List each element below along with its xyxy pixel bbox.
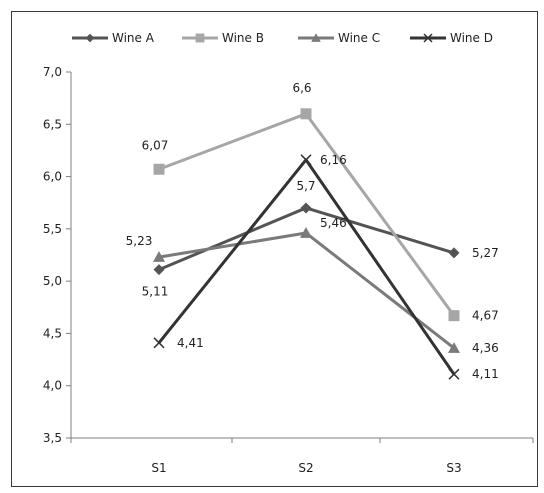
marker-triangle: [448, 342, 460, 353]
marker-x-stroke: [423, 33, 433, 43]
legend-label: Wine C: [338, 31, 380, 45]
data-label: 6,07: [142, 138, 169, 152]
marker-x-stroke: [300, 154, 312, 166]
y-tick-label: 6,5: [43, 117, 62, 131]
legend-label: Wine A: [112, 31, 155, 45]
series-wine-c: 5,23 5,46 4,36: [126, 216, 499, 355]
legend-label: Wine D: [450, 31, 493, 45]
marker-x: [300, 154, 312, 166]
legend-item: Wine C: [298, 31, 380, 45]
marker-triangle: [300, 227, 312, 238]
legend-label: Wine B: [222, 31, 264, 45]
marker-square: [300, 108, 312, 120]
data-label: 5,46: [320, 216, 347, 230]
series-line: [158, 206, 455, 272]
marker-diamond: [85, 33, 95, 43]
data-label: 4,67: [472, 309, 499, 323]
data-label: 5,23: [126, 234, 153, 248]
y-tick-label: 7,0: [43, 65, 62, 79]
legend-item: Wine B: [182, 31, 264, 45]
marker-triangle: [311, 33, 321, 42]
data-label: 4,36: [472, 341, 499, 355]
marker-x: [448, 368, 460, 380]
marker-x: [153, 337, 165, 349]
y-tick-label: 3,5: [43, 431, 62, 445]
marker-square: [195, 33, 205, 43]
data-label: 4,41: [177, 336, 204, 350]
data-label: 6,6: [292, 81, 311, 95]
marker-square: [448, 310, 460, 322]
x-tick-label-s1: S1: [151, 461, 166, 475]
marker-triangle: [153, 251, 165, 262]
marker-square: [153, 163, 165, 175]
data-label: 5,11: [142, 285, 169, 299]
marker-x: [423, 33, 433, 43]
y-tick-label: 6,0: [43, 170, 62, 184]
legend-item: Wine D: [410, 31, 493, 45]
series-wine-a: 5,11 5,7 5,27: [142, 179, 499, 299]
x-tick-label-s2: S2: [298, 461, 313, 475]
series-wine-d: 4,41 6,16 4,11: [153, 153, 499, 381]
data-label: 6,16: [320, 153, 347, 167]
data-label: 4,11: [472, 367, 499, 381]
x-tick-label-s3: S3: [446, 461, 461, 475]
legend-item: Wine A: [72, 31, 155, 45]
chart-frame: 3,5 4,0 4,5 5,0 5,5 6,0 6,5 7,0 S1 S2 S3 Wine A Wine…: [11, 11, 538, 487]
series-wine-b: 6,07 6,6 4,67: [142, 81, 499, 323]
marker-diamond: [300, 202, 312, 214]
marker-x-stroke: [153, 337, 165, 349]
y-tick-label: 4,5: [43, 326, 62, 340]
y-tick-label: 5,0: [43, 274, 62, 288]
marker-x-stroke: [448, 368, 460, 380]
y-tick-label: 4,0: [43, 379, 62, 393]
marker-diamond: [153, 264, 165, 276]
series-line: [158, 231, 455, 350]
data-label: 5,7: [296, 179, 315, 193]
data-label: 5,27: [472, 246, 499, 260]
line-chart: 3,5 4,0 4,5 5,0 5,5 6,0 6,5 7,0 S1 S2 S3 Wine A Wine…: [43, 31, 534, 475]
marker-diamond: [448, 247, 460, 259]
y-tick-label: 5,5: [43, 222, 62, 236]
